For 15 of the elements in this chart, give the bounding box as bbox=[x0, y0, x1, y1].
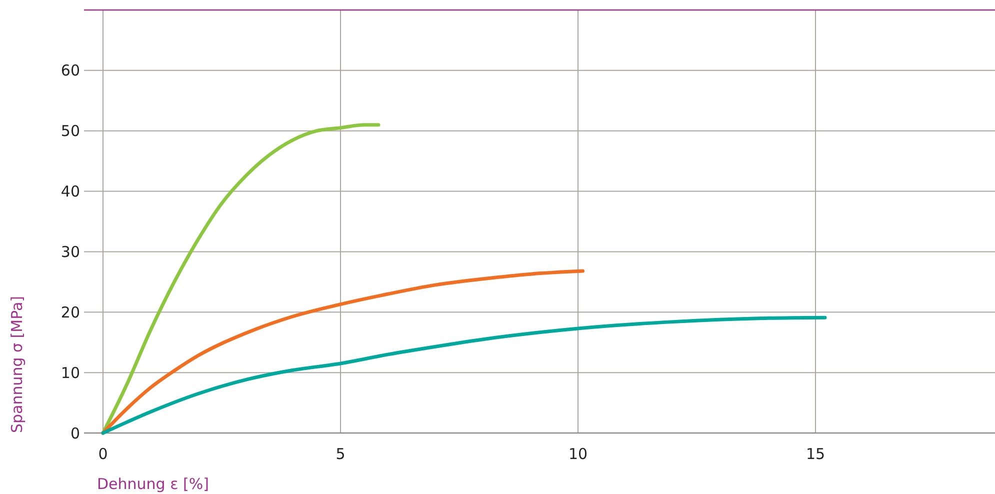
y-tick-label: 10 bbox=[60, 364, 80, 382]
x-axis-title: Dehnung ε [%] bbox=[97, 475, 209, 493]
y-tick-label: 50 bbox=[60, 122, 80, 140]
x-tick-label: 15 bbox=[806, 445, 826, 463]
y-tick-label: 0 bbox=[70, 424, 80, 442]
y-tick-label: 20 bbox=[60, 303, 80, 322]
line-series bbox=[101, 316, 827, 435]
y-tick-label: 30 bbox=[60, 242, 80, 261]
x-tick-label: 10 bbox=[568, 445, 588, 463]
y-axis-title: Spannung σ [MPa] bbox=[8, 296, 26, 433]
y-tick-label: 40 bbox=[60, 182, 80, 201]
x-tick-label: 5 bbox=[336, 445, 346, 463]
y-tick-label: 60 bbox=[60, 62, 80, 80]
line-series bbox=[101, 123, 380, 435]
x-tick-label: 0 bbox=[98, 445, 108, 463]
